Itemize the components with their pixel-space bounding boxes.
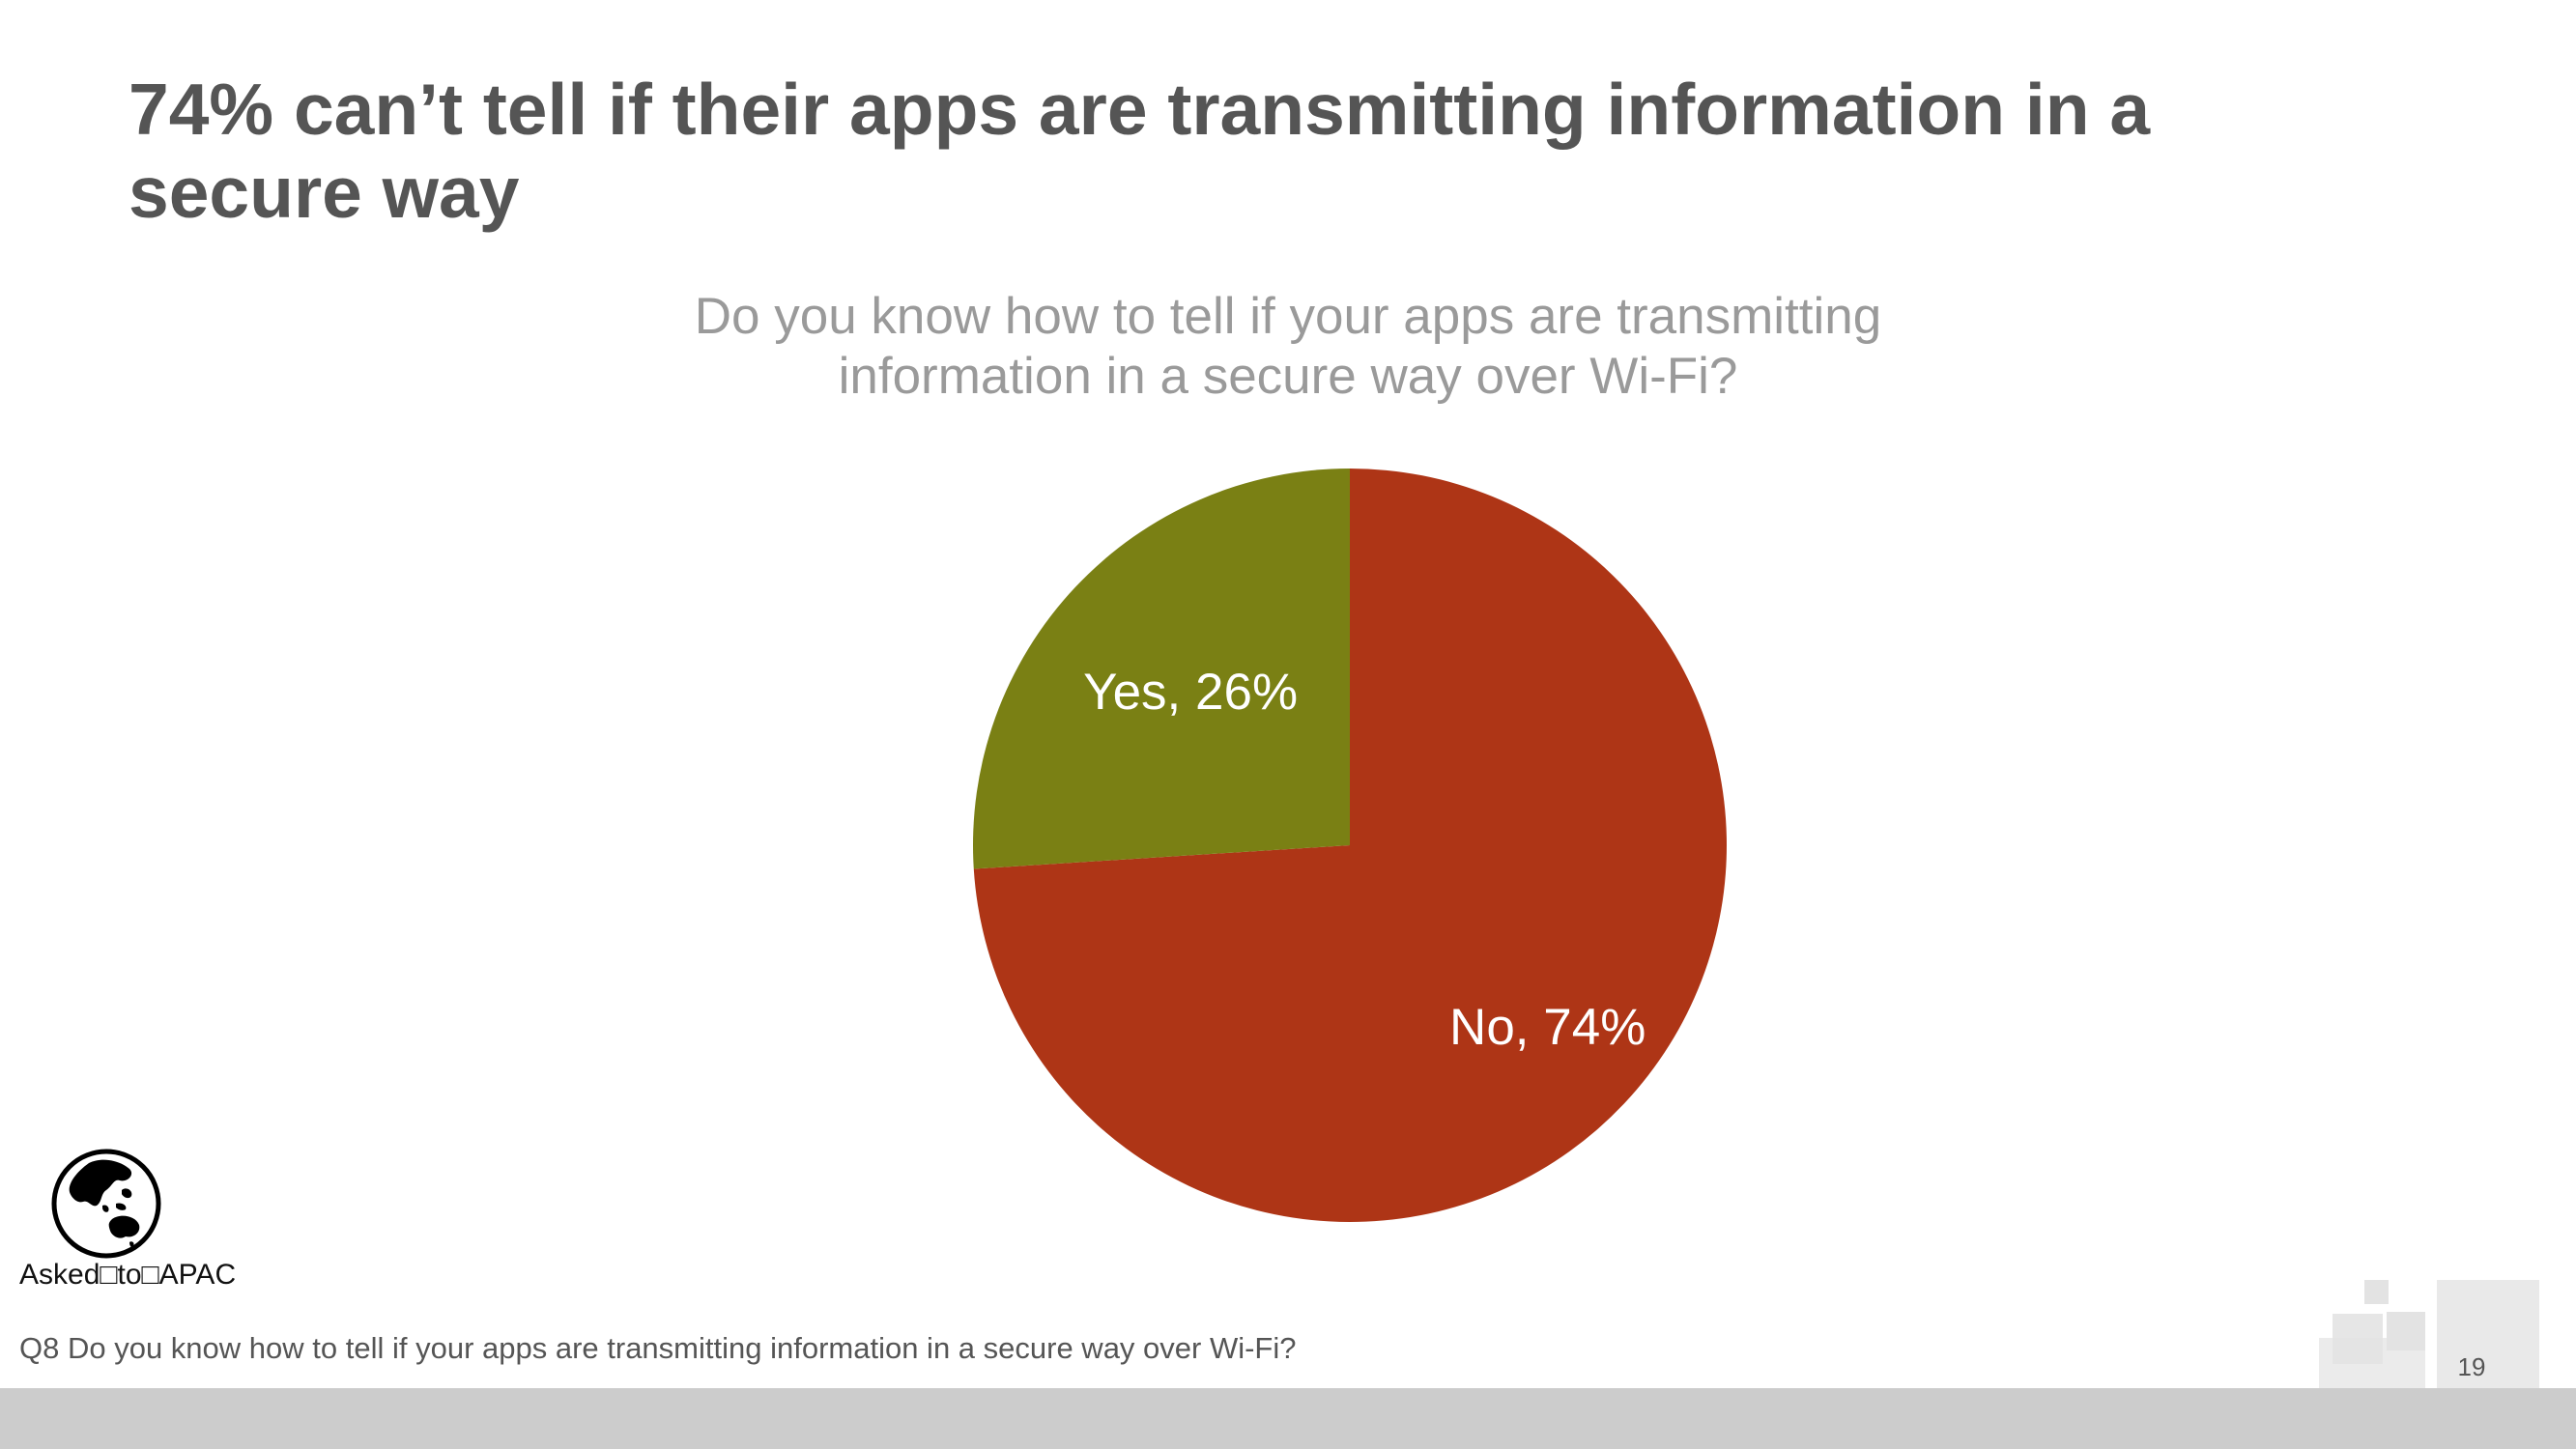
pie-label-yes: Yes, 26% [1083, 664, 1298, 721]
pie-slices [973, 469, 1727, 1222]
globe-asia-pacific-icon [51, 1149, 161, 1259]
audience-note: Asked□to□APAC [19, 1259, 237, 1291]
pie-labels: No, 74% Yes, 26% [1083, 664, 1646, 1056]
pie-slice-no [973, 469, 1727, 1222]
decor-square [2364, 1280, 2389, 1304]
question-footnote: Q8 Do you know how to tell if your apps … [19, 1331, 1297, 1365]
footer-bar [0, 1388, 2576, 1449]
pie-label-no: No, 74% [1449, 999, 1646, 1056]
slide-title: 74% can’t tell if their apps are transmi… [129, 69, 2151, 233]
decor-square [2437, 1280, 2539, 1388]
chart-title: Do you know how to tell if your apps are… [694, 288, 1882, 405]
pie-slice-yes [973, 469, 1350, 869]
page-number: 19 [2457, 1352, 2486, 1381]
decor-square [2319, 1338, 2425, 1388]
